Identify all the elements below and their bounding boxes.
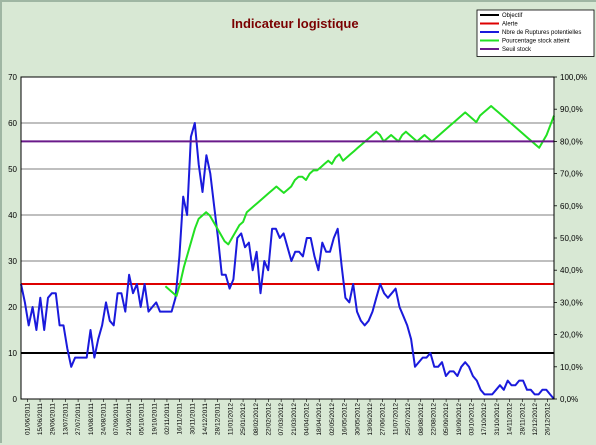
x-tick-label: 02/11/2011 bbox=[164, 403, 171, 435]
legend-label: Nbre de Ruptures potentielles bbox=[502, 30, 581, 36]
x-tick-label: 22/02/2012 bbox=[265, 403, 272, 436]
x-tick-label: 14/11/2012 bbox=[507, 403, 514, 435]
x-tick-label: 16/11/2011 bbox=[177, 403, 184, 435]
y-left-tick-label: 20 bbox=[8, 303, 17, 312]
x-tick-label: 24/08/2011 bbox=[100, 403, 107, 435]
series-line-pourcentage-stock-atteint bbox=[164, 105, 555, 297]
x-tick-label: 31/10/2012 bbox=[494, 403, 501, 436]
x-tick-label: 30/05/2012 bbox=[354, 403, 361, 436]
series-line-nbre-de-ruptures-potentielles bbox=[20, 122, 555, 400]
y-right-tick-label: 60,0% bbox=[560, 202, 583, 211]
x-tick-label: 12/12/2012 bbox=[532, 403, 539, 436]
legend: Objectif Alerte Nbre de Ruptures potentiel… bbox=[476, 9, 595, 57]
x-tick-label: 13/06/2012 bbox=[367, 403, 374, 436]
series-lines bbox=[20, 105, 555, 400]
x-tick-label: 22/08/2012 bbox=[430, 403, 437, 436]
x-tick-label: 30/11/2011 bbox=[189, 403, 196, 435]
y-right-tick-label: 100,0% bbox=[560, 73, 587, 82]
x-tick-label: 04/04/2012 bbox=[304, 403, 311, 436]
x-tick-label: 27/07/2011 bbox=[75, 403, 82, 435]
y-right-tick-label: 10,0% bbox=[560, 363, 583, 372]
x-tick-label: 28/11/2012 bbox=[519, 403, 526, 435]
y-left-tick-label: 70 bbox=[8, 73, 17, 82]
legend-label: Alerte bbox=[502, 22, 518, 28]
y-right-tick-label: 40,0% bbox=[560, 266, 583, 275]
x-tick-label: 05/10/2011 bbox=[139, 403, 146, 435]
y-axis-right: 0,0% 10,0% 20,0% 30,0% 40,0% 50,0% 60,0% 70,0% 8… bbox=[554, 73, 587, 404]
x-tick-label: 29/06/2011 bbox=[50, 403, 57, 435]
x-tick-label: 17/10/2012 bbox=[481, 403, 488, 436]
y-right-tick-label: 30,0% bbox=[560, 298, 583, 307]
y-left-tick-label: 30 bbox=[8, 257, 17, 266]
y-right-tick-label: 80,0% bbox=[560, 137, 583, 146]
legend-label: Objectif bbox=[502, 13, 523, 19]
y-right-tick-label: 70,0% bbox=[560, 170, 583, 179]
x-tick-label: 11/01/2012 bbox=[227, 403, 234, 435]
x-tick-label: 03/10/2012 bbox=[469, 403, 476, 436]
x-tick-label: 01/06/2011 bbox=[24, 403, 31, 435]
x-tick-label: 07/09/2011 bbox=[113, 403, 120, 435]
x-tick-label: 08/02/2012 bbox=[253, 403, 260, 436]
x-tick-label: 19/09/2012 bbox=[456, 403, 463, 436]
x-tick-label: 05/09/2012 bbox=[443, 403, 450, 436]
x-tick-label: 27/06/2012 bbox=[380, 403, 387, 436]
y-right-tick-label: 0,0% bbox=[560, 395, 578, 404]
y-left-tick-label: 0 bbox=[13, 395, 18, 404]
x-tick-label: 10/08/2011 bbox=[88, 403, 95, 435]
y-left-tick-label: 40 bbox=[8, 211, 17, 220]
y-axis-left: 0 10 20 30 40 50 60 70 bbox=[8, 73, 17, 404]
y-right-tick-label: 90,0% bbox=[560, 105, 583, 114]
x-tick-label: 21/03/2012 bbox=[291, 403, 298, 436]
legend-label: Seuil stock bbox=[502, 47, 532, 53]
x-tick-label: 16/05/2012 bbox=[342, 403, 349, 436]
x-tick-label: 07/03/2012 bbox=[278, 403, 285, 436]
x-tick-label: 02/05/2012 bbox=[329, 403, 336, 436]
x-tick-label: 14/12/2011 bbox=[202, 403, 209, 435]
x-tick-label: 25/07/2012 bbox=[405, 403, 412, 436]
y-right-tick-label: 20,0% bbox=[560, 331, 583, 340]
x-tick-label: 25/01/2012 bbox=[240, 403, 247, 436]
y-left-tick-label: 50 bbox=[8, 165, 17, 174]
y-left-tick-label: 10 bbox=[8, 349, 17, 358]
legend-label: Pourcentage stock atteint bbox=[502, 39, 570, 45]
y-right-tick-label: 50,0% bbox=[560, 234, 583, 243]
plot-area bbox=[21, 77, 554, 399]
x-tick-label: 08/08/2012 bbox=[418, 403, 425, 436]
x-tick-label: 11/07/2012 bbox=[392, 403, 399, 435]
x-tick-label: 21/09/2011 bbox=[126, 403, 133, 435]
x-tick-label: 18/04/2012 bbox=[316, 403, 323, 436]
x-tick-label: 28/12/2011 bbox=[215, 403, 222, 435]
y-left-tick-label: 60 bbox=[8, 119, 17, 128]
x-tick-label: 15/06/2011 bbox=[37, 403, 44, 435]
x-tick-label: 19/10/2011 bbox=[151, 403, 158, 435]
x-axis: 01/06/2011 15/06/2011 29/06/2011 13/07/2011… bbox=[24, 399, 552, 436]
x-tick-label: 13/07/2011 bbox=[62, 403, 69, 435]
chart-title: Indicateur logistique bbox=[231, 16, 358, 31]
x-tick-label: 26/12/2012 bbox=[545, 403, 552, 436]
